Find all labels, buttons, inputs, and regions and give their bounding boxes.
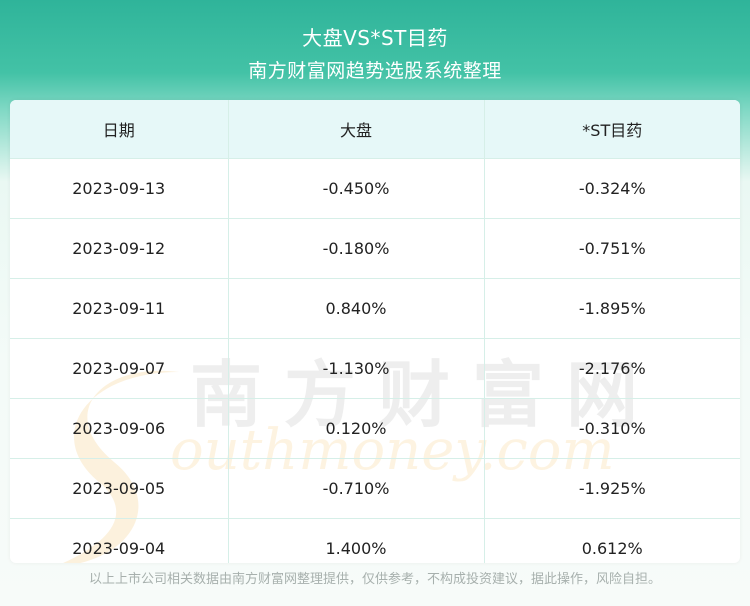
date-cell: 2023-09-04 bbox=[10, 518, 229, 563]
table-row: 2023-09-07 -1.130% -2.176% bbox=[10, 338, 740, 399]
column-header-date: 日期 bbox=[10, 100, 229, 159]
stock-change-cell: -0.324% bbox=[484, 158, 740, 219]
market-change-cell: -1.130% bbox=[228, 338, 485, 399]
stock-change-cell: -1.925% bbox=[484, 458, 740, 519]
stock-change-cell: -0.751% bbox=[484, 218, 740, 279]
market-change-cell: 0.840% bbox=[228, 278, 485, 339]
date-cell: 2023-09-07 bbox=[10, 338, 229, 399]
table-row: 2023-09-11 0.840% -1.895% bbox=[10, 278, 740, 339]
stock-change-cell: -1.895% bbox=[484, 278, 740, 339]
market-change-cell: -0.180% bbox=[228, 218, 485, 279]
table-row: 2023-09-06 0.120% -0.310% bbox=[10, 398, 740, 459]
column-header-stock: *ST目药 bbox=[484, 100, 740, 159]
table-header-row: 日期 大盘 *ST目药 bbox=[10, 100, 740, 159]
comparison-table-card: 南方财富网 outhmoney.com 日期 大盘 *ST目药 2023-09-… bbox=[10, 100, 740, 563]
disclaimer-text: 以上上市公司相关数据由南方财富网整理提供，仅供参考，不构成投资建议，据此操作，风… bbox=[88, 572, 661, 587]
page-title: 大盘VS*ST目药 bbox=[302, 26, 448, 50]
comparison-table: 日期 大盘 *ST目药 2023-09-13 -0.450% -0.324% 2… bbox=[10, 100, 740, 563]
header: 大盘VS*ST目药 南方财富网趋势选股系统整理 bbox=[0, 0, 750, 100]
date-cell: 2023-09-12 bbox=[10, 218, 229, 279]
table-row: 2023-09-12 -0.180% -0.751% bbox=[10, 218, 740, 279]
stock-change-cell: -2.176% bbox=[484, 338, 740, 399]
table-row: 2023-09-05 -0.710% -1.925% bbox=[10, 458, 740, 519]
date-cell: 2023-09-06 bbox=[10, 398, 229, 459]
column-header-market: 大盘 bbox=[228, 100, 485, 159]
market-change-cell: -0.710% bbox=[228, 458, 485, 519]
date-cell: 2023-09-13 bbox=[10, 158, 229, 219]
table-row: 2023-09-13 -0.450% -0.324% bbox=[10, 158, 740, 219]
market-change-cell: -0.450% bbox=[228, 158, 485, 219]
stock-change-cell: -0.310% bbox=[484, 398, 740, 459]
page-subtitle: 南方财富网趋势选股系统整理 bbox=[248, 60, 502, 82]
stock-change-cell: 0.612% bbox=[581, 539, 643, 558]
table-row: 2023-09-04 1.400% 0.612% bbox=[10, 518, 740, 563]
date-cell: 2023-09-05 bbox=[10, 458, 229, 519]
date-cell: 2023-09-11 bbox=[10, 278, 229, 339]
market-change-cell: 0.120% bbox=[228, 398, 485, 459]
market-change-cell: 1.400% bbox=[228, 518, 485, 563]
